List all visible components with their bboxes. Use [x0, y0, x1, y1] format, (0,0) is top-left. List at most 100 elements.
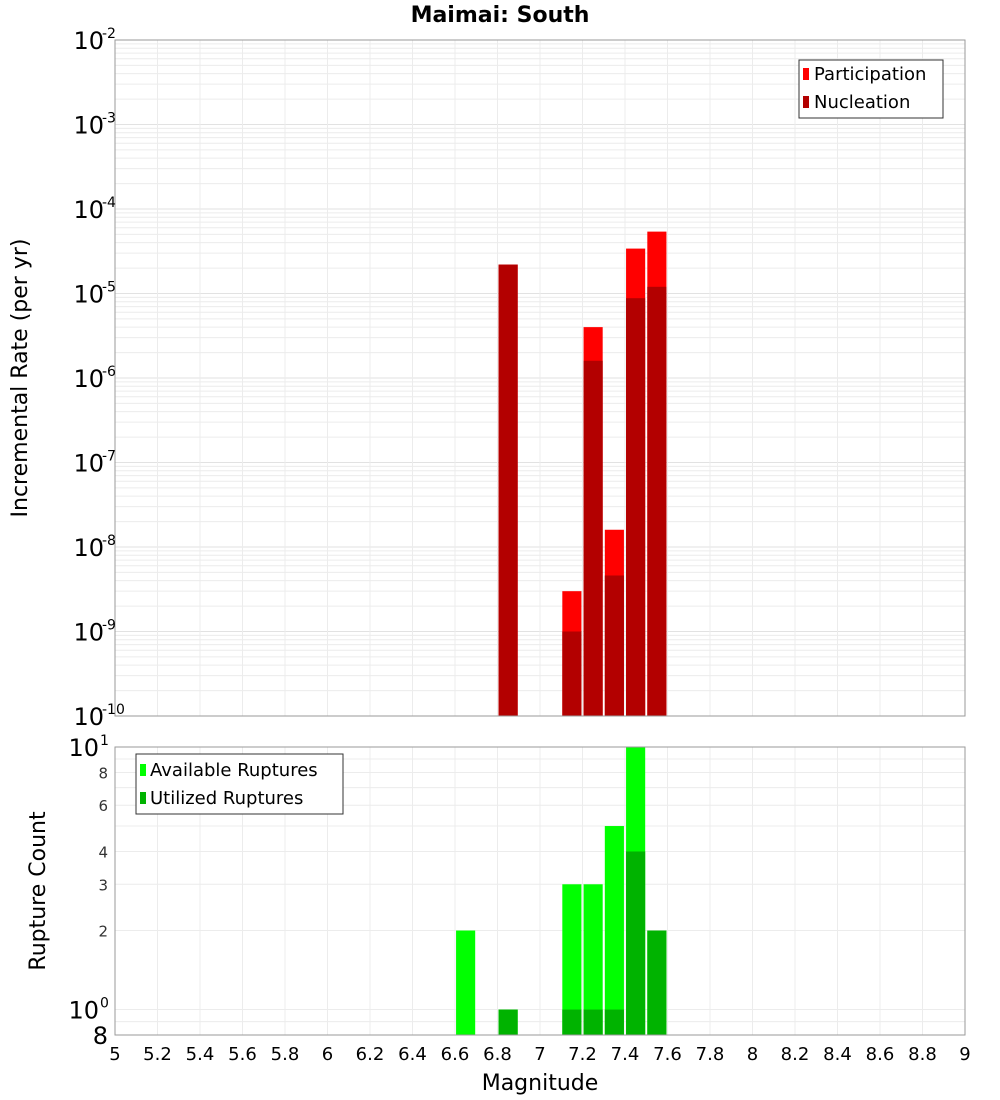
x-tick-label: 6.8 [483, 1044, 512, 1065]
x-tick-label: 7 [534, 1044, 545, 1065]
y-tick-base: 10 [73, 450, 104, 478]
y-tick-base: 10 [73, 365, 104, 393]
legend-label-participation: Participation [814, 64, 926, 85]
top-bars [498, 231, 667, 716]
y-tick-exponent: -6 [102, 364, 116, 380]
y-tick-base: 10 [68, 734, 99, 762]
bottom-bar-available-ruptures [456, 930, 476, 1035]
x-tick-label: 8.2 [781, 1044, 810, 1065]
y-tick-base: 10 [73, 112, 104, 140]
bottom-bar-utilized-ruptures [583, 1009, 603, 1035]
bottom-y-tick-label: 10 1 [68, 733, 108, 762]
legend-swatch-nucleation [803, 96, 809, 108]
bottom-bar-utilized-ruptures [626, 851, 646, 1035]
top-bar-nucleation [498, 264, 518, 716]
top-y-tick-label: 10-10 [73, 702, 124, 731]
y-tick-exponent: -5 [102, 280, 116, 296]
top-y-tick-labels: 10-210-310-410-510-610-710-810-910-10 [73, 26, 124, 731]
y-tick-exponent: -2 [102, 26, 116, 42]
bottom-y-minor-tick-label: 3 [98, 876, 108, 894]
x-tick-label: 9 [959, 1044, 970, 1065]
y-tick-base: 10 [73, 27, 104, 55]
y-tick-exponent: -10 [102, 702, 125, 718]
y-tick-base: 10 [68, 997, 99, 1025]
y-tick-exponent: 0 [100, 996, 109, 1012]
x-tick-label: 7.4 [611, 1044, 640, 1065]
top-bar-nucleation [604, 575, 624, 716]
bottom-bar-available-ruptures [604, 826, 624, 1035]
x-tick-label: 8.8 [908, 1044, 937, 1065]
top-y-tick-label: 10-4 [73, 195, 116, 224]
y-tick-exponent: 1 [100, 733, 109, 749]
y-tick-exponent: -9 [102, 618, 116, 634]
x-tick-label: 6.2 [356, 1044, 385, 1065]
y-tick-base: 10 [73, 281, 104, 309]
bottom-plot-frame [114, 746, 966, 1036]
x-tick-label: 5.8 [271, 1044, 300, 1065]
top-y-tick-label: 10-2 [73, 26, 116, 55]
bottom-y-axis-label: Rupture Count [26, 811, 51, 971]
top-panel: 10-210-310-410-510-610-710-810-910-10 In… [8, 26, 966, 731]
top-legend: Participation Nucleation [798, 59, 944, 119]
top-y-axis-label: Incremental Rate (per yr) [8, 239, 33, 518]
chart-title: Maimai: South [411, 3, 590, 28]
x-tick-labels: 5 5.2 5.4 5.6 5.8 6 6.2 6.4 6.6 6.8 7 7.2 7.4 7.6 7.8 8… [109, 1044, 970, 1065]
x-tick-label: 7.8 [696, 1044, 725, 1065]
legend-swatch-utilized-ruptures [140, 792, 146, 804]
bottom-bar-available-ruptures [583, 884, 603, 1035]
y-tick-base: 10 [73, 196, 104, 224]
legend-label-available-ruptures: Available Ruptures [150, 760, 318, 781]
top-grid [114, 39, 966, 717]
legend-label-utilized-ruptures: Utilized Ruptures [150, 788, 303, 809]
x-tick-label: 8.6 [866, 1044, 895, 1065]
top-y-tick-label: 10-7 [73, 449, 116, 478]
legend-swatch-available-ruptures [140, 764, 146, 776]
x-tick-label: 5 [109, 1044, 120, 1065]
x-tick-label: 6.4 [398, 1044, 427, 1065]
y-tick-exponent: -3 [102, 111, 116, 127]
top-bar-nucleation [583, 360, 603, 716]
y-tick-base: 10 [73, 619, 104, 647]
bottom-bars [456, 747, 667, 1035]
bottom-bar-utilized-ruptures [562, 1009, 582, 1035]
bottom-y-minor-tick-label: 6 [98, 797, 108, 815]
x-axis-label: Magnitude [482, 1071, 599, 1096]
bottom-bar-utilized-ruptures [498, 1009, 518, 1035]
top-bar-nucleation [626, 298, 646, 716]
x-tick-label: 5.4 [186, 1044, 215, 1065]
x-tick-label: 6 [322, 1044, 333, 1065]
legend-swatch-participation [803, 68, 809, 80]
bottom-y-minor-tick-label: 8 [98, 764, 108, 782]
bottom-legend: Available Ruptures Utilized Ruptures [135, 753, 344, 815]
top-bar-nucleation [647, 286, 667, 716]
top-plot-frame [114, 39, 966, 717]
bottom-legend-box [135, 753, 344, 815]
top-y-tick-label: 10-6 [73, 364, 116, 393]
bottom-y-minor-tick-label: 2 [98, 923, 108, 941]
x-tick-label: 8.4 [823, 1044, 852, 1065]
bottom-y-axis-min-label: 8 [93, 1022, 108, 1050]
bottom-bar-utilized-ruptures [604, 1009, 624, 1035]
top-bar-nucleation [562, 631, 582, 716]
y-tick-exponent: -8 [102, 533, 116, 549]
x-tick-label: 5.6 [228, 1044, 257, 1065]
top-legend-box [798, 59, 944, 119]
legend-label-nucleation: Nucleation [814, 92, 910, 113]
x-tick-label: 7.2 [568, 1044, 597, 1065]
top-y-tick-label: 10-9 [73, 618, 116, 647]
x-tick-label: 7.6 [653, 1044, 682, 1065]
bottom-bar-utilized-ruptures [647, 930, 667, 1035]
y-tick-exponent: -4 [102, 195, 116, 211]
y-tick-base: 10 [73, 534, 104, 562]
top-y-tick-label: 10-8 [73, 533, 116, 562]
x-tick-label: 6.6 [441, 1044, 470, 1065]
y-tick-exponent: -7 [102, 449, 116, 465]
x-tick-label: 8 [747, 1044, 758, 1065]
y-tick-base: 10 [73, 703, 104, 731]
bottom-y-minor-tick-label: 4 [98, 843, 108, 861]
bottom-bar-available-ruptures [562, 884, 582, 1035]
top-y-tick-label: 10-5 [73, 280, 116, 309]
